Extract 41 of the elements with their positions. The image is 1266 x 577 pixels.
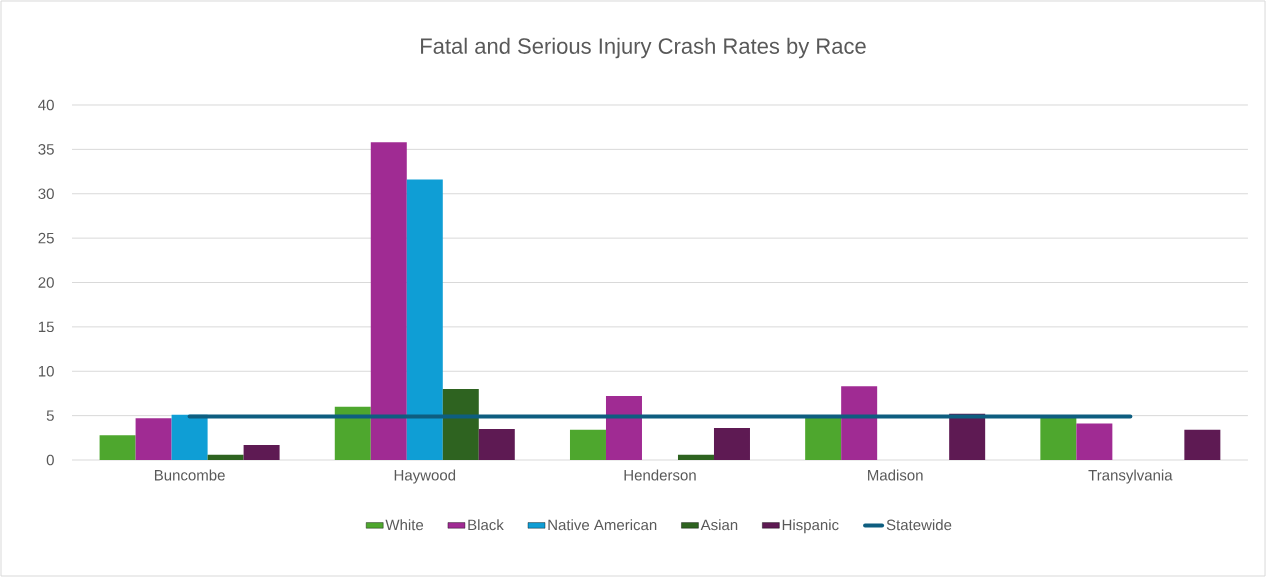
bar [1040, 416, 1077, 460]
bar [605, 396, 642, 460]
x-tick-label: Buncombe [154, 469, 225, 481]
x-tick-label: Henderson [624, 469, 696, 481]
bar [569, 429, 606, 460]
legend-label: Statewide [886, 519, 952, 531]
y-tick-label: 30 [38, 188, 54, 200]
bar [171, 414, 208, 460]
bar [1184, 429, 1221, 460]
legend-label: Native American [548, 519, 657, 531]
bar [243, 444, 280, 460]
bar [442, 389, 479, 460]
x-tick-label: Madison [868, 469, 923, 481]
chart-title: Fatal and Serious Injury Crash Rates by Race [421, 37, 866, 59]
y-tick-label: 0 [46, 454, 54, 466]
bar [135, 418, 172, 460]
y-tick-label: 15 [38, 321, 54, 333]
legend-label: Hispanic [782, 519, 839, 534]
y-tick-label: 35 [38, 144, 54, 155]
bar [841, 386, 878, 460]
y-tick-label: 25 [38, 232, 54, 244]
bar [677, 454, 714, 460]
bar [713, 428, 750, 460]
x-tick-label: Transylvania [1088, 469, 1173, 484]
bar [99, 435, 136, 460]
y-tick-label: 40 [38, 99, 54, 111]
bar [334, 406, 371, 460]
bar [1076, 423, 1113, 460]
legend-label: Black [468, 519, 504, 531]
bar [805, 416, 842, 460]
bar [478, 428, 515, 460]
legend-label: White [385, 519, 424, 531]
legend-label: Asian [700, 519, 738, 531]
y-tick-label: 20 [38, 277, 54, 288]
bar [949, 413, 986, 460]
x-tick-label: Haywood [394, 469, 456, 484]
bar [207, 454, 244, 460]
bar [406, 179, 443, 460]
y-tick-label: 5 [46, 410, 54, 421]
bar [370, 142, 407, 460]
y-tick-label: 10 [38, 365, 54, 377]
